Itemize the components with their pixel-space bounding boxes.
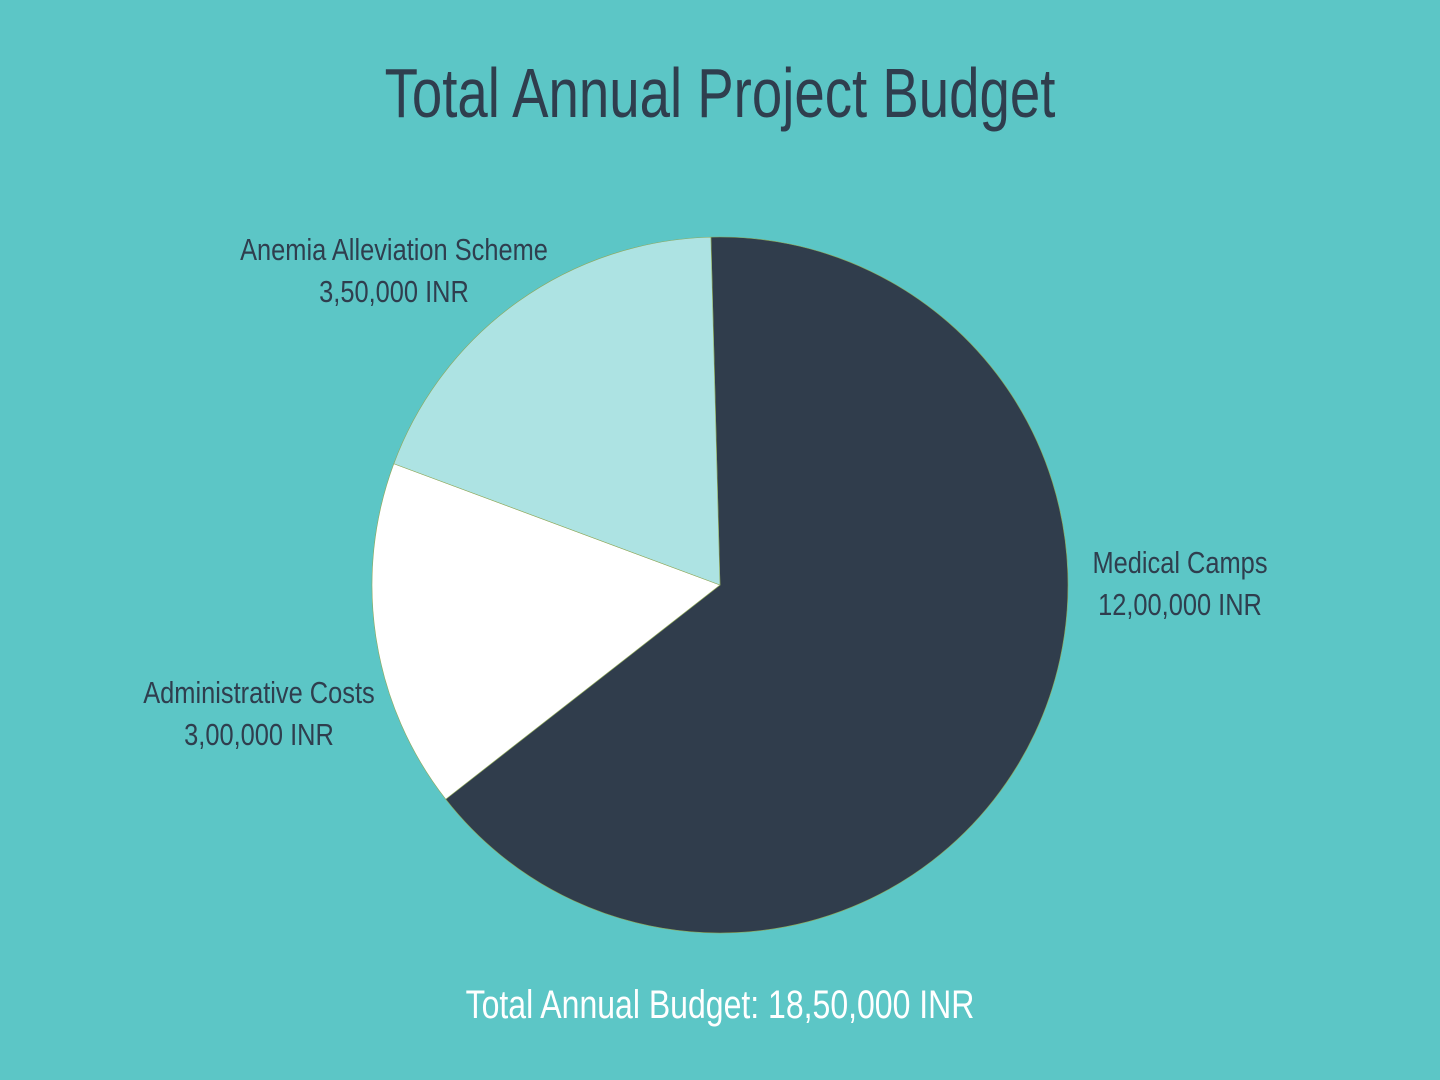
total-budget-label: Total Annual Budget: 18,50,000 INR [465, 983, 975, 1027]
chart-title: Total Annual Project Budget [384, 54, 1056, 132]
slice-value-label: 3,00,000 INR [184, 718, 334, 753]
slice-name-label: Administrative Costs [143, 676, 375, 711]
slice-value-label: 3,50,000 INR [319, 275, 469, 310]
slice-name-label: Medical Camps [1092, 546, 1267, 581]
slice-value-label: 12,00,000 INR [1098, 588, 1262, 623]
slice-name-label: Anemia Alleviation Scheme [240, 233, 548, 268]
pie-slice-medical-camps [445, 236, 1069, 934]
pie-labels: Medical Camps 12,00,000 INR Administrative… [143, 233, 1267, 753]
pie-slice-anemia-alleviation-scheme [393, 236, 721, 586]
pie-slice-administrative-costs [371, 463, 721, 800]
pie-slices [371, 236, 1069, 934]
